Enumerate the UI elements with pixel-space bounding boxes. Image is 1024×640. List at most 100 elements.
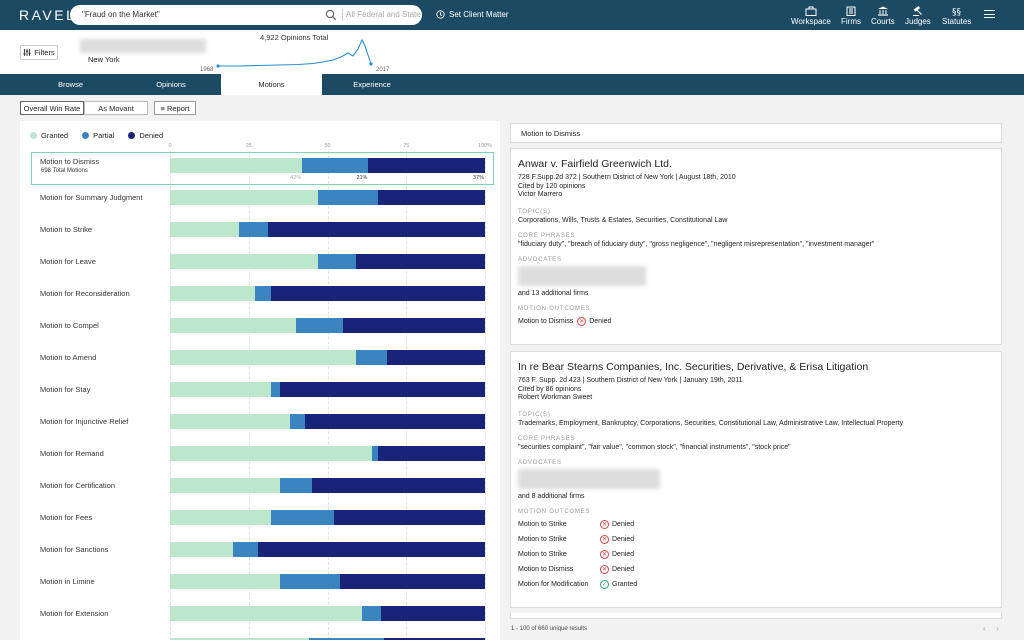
tab-motions[interactable]: Motions — [221, 74, 322, 95]
motion-type-label[interactable]: Motion for Certification — [40, 481, 116, 490]
core-phrases-label: CORE PHRASES — [518, 232, 576, 239]
nav-workspace[interactable]: Workspace — [791, 6, 831, 26]
motion-type-label[interactable]: Motion for Sanctions — [40, 545, 109, 554]
motion-type-label[interactable]: Motion for Remand — [40, 449, 104, 458]
search-icon[interactable] — [325, 9, 337, 21]
case-card[interactable]: Anwar v. Fairfield Greenwich Ltd. 728 F.… — [510, 148, 1002, 345]
nav-courts[interactable]: Courts — [871, 6, 895, 26]
granted-bar-segment[interactable] — [170, 542, 233, 557]
granted-bar-segment[interactable] — [170, 638, 309, 640]
denied-bar-segment[interactable] — [381, 606, 485, 621]
granted-bar-segment[interactable] — [170, 478, 281, 493]
case-title[interactable]: In re Bear Stearns Companies, Inc. Secur… — [518, 361, 869, 373]
ravel-logo[interactable]: RAVEL — [19, 7, 77, 23]
case-cited-by: Cited by 86 opinions — [518, 385, 582, 393]
partial-bar-segment[interactable] — [296, 318, 344, 333]
nav-statutes[interactable]: §§ Statutes — [942, 6, 971, 27]
denied-bar-segment[interactable] — [384, 638, 485, 640]
motion-outcomes-label: MOTION OUTCOMES — [518, 508, 591, 515]
denied-bar-segment[interactable] — [368, 158, 485, 173]
granted-bar-segment[interactable] — [170, 510, 271, 525]
partial-bar-segment[interactable] — [308, 638, 385, 640]
motion-type-label[interactable]: Motion for Stay — [40, 385, 91, 394]
search-input[interactable] — [82, 10, 322, 19]
overall-win-rate-toggle[interactable]: Overall Win Rate — [20, 101, 84, 115]
outcome-motion: Motion to Dismiss — [518, 565, 574, 573]
denied-bar-segment[interactable] — [377, 446, 485, 461]
partial-bar-segment[interactable] — [302, 158, 369, 173]
denied-bar-segment[interactable] — [355, 254, 485, 269]
motion-type-label[interactable]: Motion in Limine — [40, 577, 95, 586]
as-movant-toggle[interactable]: As Movant — [84, 101, 148, 115]
opinions-sparkline[interactable] — [198, 36, 384, 70]
tab-experience[interactable]: Experience — [353, 80, 391, 89]
filters-button[interactable]: Filters — [20, 45, 58, 60]
denied-bar-segment[interactable] — [340, 574, 485, 589]
partial-bar-segment[interactable] — [255, 286, 271, 301]
denied-bar-segment[interactable] — [270, 286, 485, 301]
partial-bar-segment[interactable] — [289, 414, 306, 429]
case-card[interactable] — [510, 613, 1002, 619]
next-page-button[interactable]: › — [996, 624, 999, 633]
client-matter-label: Set Client Matter — [449, 10, 509, 19]
selected-row-highlight[interactable] — [31, 152, 494, 185]
granted-bar-segment[interactable] — [170, 574, 281, 589]
case-title[interactable]: Anwar v. Fairfield Greenwich Ltd. — [518, 158, 672, 170]
motion-type-label[interactable]: Motion to Compel — [40, 321, 99, 330]
denied-bar-segment[interactable] — [280, 382, 485, 397]
partial-bar-segment[interactable] — [371, 446, 378, 461]
partial-bar-segment[interactable] — [280, 574, 341, 589]
denied-bar-segment[interactable] — [258, 542, 485, 557]
motion-type-label[interactable]: Motion for Injunctive Relief — [40, 417, 129, 426]
granted-bar-segment[interactable] — [170, 382, 271, 397]
motion-type-label[interactable]: Motion for Fees — [40, 513, 93, 522]
motion-type-label[interactable]: Motion for Summary Judgment — [40, 193, 143, 202]
motion-type-label[interactable]: Motion for Reconsideration — [40, 289, 130, 298]
granted-bar-segment[interactable] — [170, 446, 372, 461]
partial-bar-segment[interactable] — [280, 478, 312, 493]
granted-bar-segment[interactable] — [170, 190, 319, 205]
denied-bar-segment[interactable] — [311, 478, 485, 493]
motion-type-label[interactable]: Motion for Leave — [40, 257, 96, 266]
denied-bar-segment[interactable] — [387, 350, 485, 365]
report-button[interactable]: ≡ Report — [154, 101, 196, 115]
partial-bar-segment[interactable] — [362, 606, 382, 621]
granted-bar-segment[interactable] — [170, 318, 296, 333]
motion-type-label[interactable]: Motion to Amend — [40, 353, 97, 362]
partial-bar-segment[interactable] — [239, 222, 268, 237]
tab-browse[interactable]: Browse — [57, 80, 83, 89]
case-card[interactable]: In re Bear Stearns Companies, Inc. Secur… — [510, 351, 1002, 608]
motion-type-label[interactable]: Motion to Strike — [40, 225, 93, 234]
outcome-motion: Motion to Strike — [518, 535, 567, 543]
granted-bar-segment[interactable] — [170, 254, 319, 269]
jurisdiction-select[interactable]: All Federal and State — [346, 10, 421, 19]
denied-bar-segment[interactable] — [305, 414, 485, 429]
denied-bar-segment[interactable] — [333, 510, 485, 525]
partial-bar-segment[interactable] — [233, 542, 259, 557]
motion-type-label[interactable]: Motion for Extension — [40, 609, 109, 618]
partial-bar-segment[interactable] — [318, 190, 378, 205]
denied-bar-segment[interactable] — [267, 222, 485, 237]
nav-judges[interactable]: Judges — [905, 6, 931, 26]
nav-firms[interactable]: Firms — [841, 6, 861, 26]
search-box[interactable]: All Federal and State — [70, 5, 422, 25]
prev-page-button[interactable]: ‹ — [983, 624, 986, 633]
granted-bar-segment[interactable] — [170, 222, 240, 237]
granted-bar-segment[interactable] — [170, 414, 290, 429]
partial-bar-segment[interactable] — [270, 510, 334, 525]
granted-bar-segment[interactable] — [170, 158, 303, 173]
motion-type-label[interactable]: Motion to Dismiss — [40, 157, 100, 166]
redacted-advocates — [518, 265, 646, 286]
granted-bar-segment[interactable] — [170, 606, 363, 621]
report-label: Report — [166, 103, 190, 113]
denied-bar-segment[interactable] — [343, 318, 485, 333]
partial-bar-segment[interactable] — [318, 254, 356, 269]
granted-bar-segment[interactable] — [170, 350, 356, 365]
set-client-matter-button[interactable]: Set Client Matter — [436, 10, 509, 19]
partial-bar-segment[interactable] — [270, 382, 281, 397]
menu-icon[interactable] — [984, 10, 995, 18]
partial-bar-segment[interactable] — [355, 350, 388, 365]
tab-opinions[interactable]: Opinions — [156, 80, 186, 89]
granted-bar-segment[interactable] — [170, 286, 256, 301]
denied-bar-segment[interactable] — [377, 190, 485, 205]
